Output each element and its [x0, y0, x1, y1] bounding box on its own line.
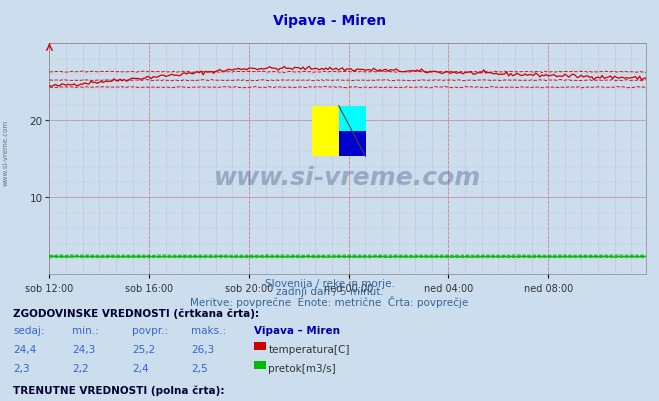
Text: 24,3: 24,3	[72, 344, 96, 354]
Text: www.si-vreme.com: www.si-vreme.com	[214, 166, 481, 190]
Text: www.si-vreme.com: www.si-vreme.com	[2, 119, 9, 185]
Text: 2,4: 2,4	[132, 363, 148, 373]
Text: zadnji dan / 5 minut.: zadnji dan / 5 minut.	[275, 287, 384, 297]
Text: 26,3: 26,3	[191, 344, 214, 354]
FancyBboxPatch shape	[312, 106, 339, 157]
FancyBboxPatch shape	[339, 132, 366, 157]
Text: Vipava - Miren: Vipava - Miren	[273, 14, 386, 28]
Text: TRENUTNE VREDNOSTI (polna črta):: TRENUTNE VREDNOSTI (polna črta):	[13, 384, 225, 395]
Text: Meritve: povprečne  Enote: metrične  Črta: povprečje: Meritve: povprečne Enote: metrične Črta:…	[190, 296, 469, 308]
Text: pretok[m3/s]: pretok[m3/s]	[268, 363, 336, 373]
Text: maks.:: maks.:	[191, 325, 226, 335]
Text: min.:: min.:	[72, 325, 100, 335]
Text: 24,4: 24,4	[13, 344, 36, 354]
Text: 2,5: 2,5	[191, 363, 208, 373]
Text: temperatura[C]: temperatura[C]	[268, 344, 350, 354]
Text: 25,2: 25,2	[132, 344, 155, 354]
Text: 2,3: 2,3	[13, 363, 30, 373]
Text: 2,2: 2,2	[72, 363, 89, 373]
Text: sedaj:: sedaj:	[13, 325, 45, 335]
Text: povpr.:: povpr.:	[132, 325, 168, 335]
FancyBboxPatch shape	[339, 106, 366, 132]
Text: Slovenija / reke in morje.: Slovenija / reke in morje.	[264, 278, 395, 288]
Text: Vipava – Miren: Vipava – Miren	[254, 325, 340, 335]
Text: ZGODOVINSKE VREDNOSTI (črtkana črta):: ZGODOVINSKE VREDNOSTI (črtkana črta):	[13, 308, 259, 318]
